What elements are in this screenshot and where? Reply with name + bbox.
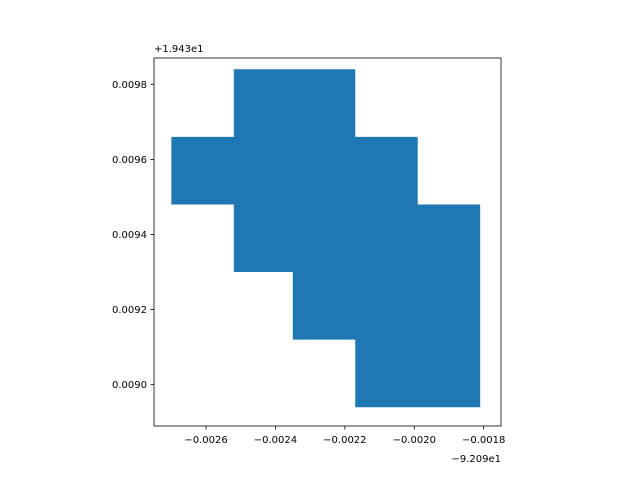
y-axis-ticks: 0.0090 0.0092 0.0094 0.0096 0.0098 [112,80,154,391]
x-axis-ticks: −0.0026 −0.0024 −0.0022 −0.0020 −0.0018 [184,426,505,446]
y-tick-label: 0.0096 [112,155,147,166]
x-axis-offset-label: −9.209e1 [451,454,501,465]
plot-layer [171,69,481,408]
x-tick-label: −0.0018 [462,435,505,446]
y-tick-label: 0.0094 [112,230,147,241]
axes-frame [153,57,502,427]
filled-polygon [171,69,481,408]
x-tick-label: −0.0022 [323,435,366,446]
y-tick-label: 0.0090 [112,380,147,391]
y-axis-offset-label: +1.943e1 [154,44,204,55]
x-tick-label: −0.0026 [184,435,227,446]
y-tick-label: 0.0098 [112,80,147,91]
x-tick-label: −0.0020 [393,435,436,446]
y-tick-label: 0.0092 [112,305,147,316]
x-tick-label: −0.0024 [254,435,297,446]
